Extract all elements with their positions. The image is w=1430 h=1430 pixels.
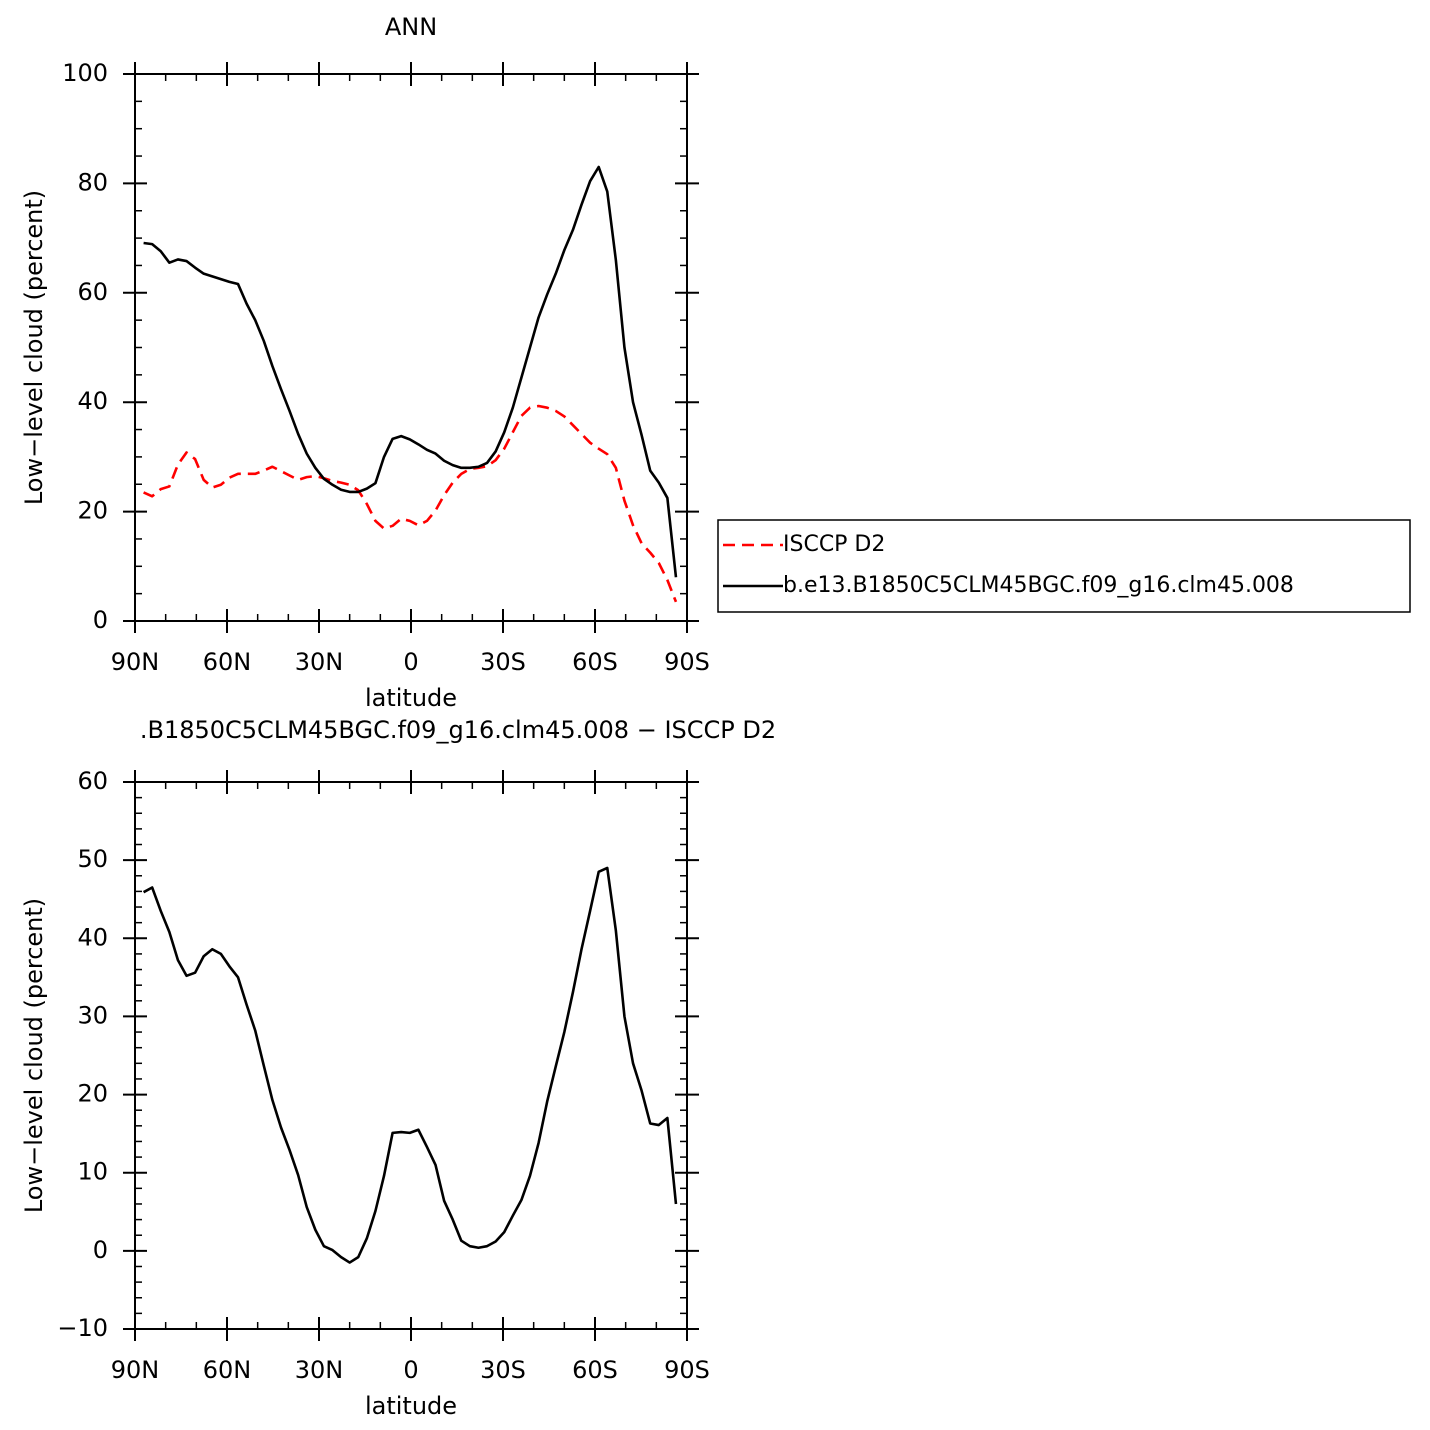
x-tick-label: 0 bbox=[403, 648, 418, 676]
plot-frame bbox=[134, 73, 688, 622]
x-tick-label: 60S bbox=[572, 1356, 618, 1384]
x-axis-label: latitude bbox=[365, 684, 457, 712]
y-tick-label: 50 bbox=[77, 845, 108, 873]
data-line bbox=[142, 866, 678, 1264]
y-tick-label: 100 bbox=[62, 59, 108, 87]
x-tick-label: 30S bbox=[480, 1356, 526, 1384]
x-tick-label: 0 bbox=[403, 1356, 418, 1384]
chart-title: ANN bbox=[385, 13, 437, 41]
y-tick-label: 0 bbox=[93, 606, 108, 634]
data-line bbox=[143, 165, 678, 578]
x-tick-label: 90N bbox=[111, 648, 160, 676]
legend-label: b.e13.B1850C5CLM45BGC.f09_g16.clm45.008 bbox=[783, 573, 1294, 598]
legend-label: ISCCP D2 bbox=[783, 532, 885, 557]
data-line bbox=[143, 404, 678, 603]
y-tick-label: 80 bbox=[77, 168, 108, 196]
y-axis-label: Low−level cloud (percent) bbox=[20, 190, 48, 505]
y-tick-label: 10 bbox=[77, 1158, 108, 1186]
x-tick-label: 30S bbox=[480, 648, 526, 676]
legend-box bbox=[717, 519, 1411, 613]
chart-title: .B1850C5CLM45BGC.f09_g16.clm45.008 − ISC… bbox=[140, 716, 776, 744]
y-axis-label: Low−level cloud (percent) bbox=[20, 898, 48, 1213]
x-tick-label: 90S bbox=[664, 648, 710, 676]
y-tick-label: 40 bbox=[77, 923, 108, 951]
y-tick-label: 20 bbox=[77, 497, 108, 525]
y-tick-label: 0 bbox=[93, 1236, 108, 1264]
x-axis-label: latitude bbox=[365, 1392, 457, 1420]
plot-frame bbox=[134, 781, 688, 1330]
x-tick-label: 60S bbox=[572, 648, 618, 676]
y-tick-label: 30 bbox=[77, 1001, 108, 1029]
y-tick-label: 40 bbox=[77, 387, 108, 415]
x-tick-label: 90N bbox=[111, 1356, 160, 1384]
y-tick-label: 20 bbox=[77, 1080, 108, 1108]
x-tick-label: 90S bbox=[664, 1356, 710, 1384]
x-tick-label: 60N bbox=[203, 648, 252, 676]
x-tick-label: 30N bbox=[295, 648, 344, 676]
x-tick-label: 60N bbox=[203, 1356, 252, 1384]
x-tick-label: 30N bbox=[295, 1356, 344, 1384]
y-tick-label: 60 bbox=[77, 767, 108, 795]
y-tick-label: −10 bbox=[57, 1314, 108, 1342]
y-tick-label: 60 bbox=[77, 278, 108, 306]
